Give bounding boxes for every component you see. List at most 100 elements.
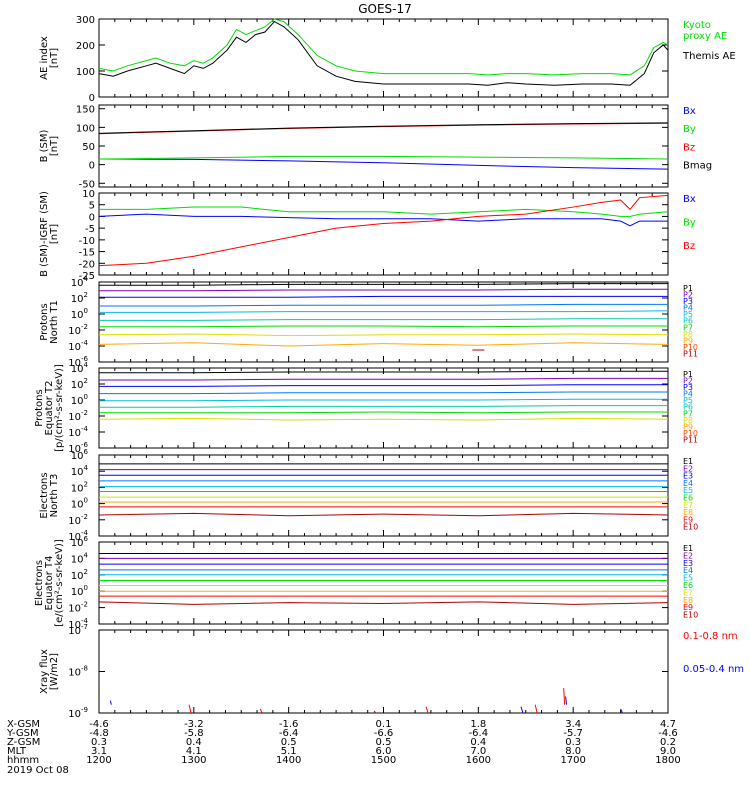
footer-value: -1.6 xyxy=(279,719,299,730)
legend-entry: P8 xyxy=(683,330,693,339)
xray-spike xyxy=(520,706,524,714)
panel-frame xyxy=(98,541,669,625)
panel-xray: 10-7 10-8 10-9 Xray flux [W/m2] 0.1-0.8 nm 0.0… xyxy=(39,623,744,720)
footer-value: 1700 xyxy=(560,755,585,766)
y-tick-label: 100 xyxy=(71,497,88,511)
legend-entry: Themis AE xyxy=(682,51,736,62)
legend-entry: P1 xyxy=(683,284,693,293)
panel-frame xyxy=(98,629,669,714)
legend-entry: Kyoto xyxy=(683,20,711,31)
y-tick-label: 10-4 xyxy=(68,425,88,439)
legend-entry: E9 xyxy=(683,603,693,612)
level-line xyxy=(99,377,668,381)
footer-value: 3.1 xyxy=(91,746,107,757)
legend-entry: P4 xyxy=(683,390,693,399)
y-tick-label: 106 xyxy=(71,535,89,549)
legend-entry: P1 xyxy=(683,370,693,379)
footer-value: 1200 xyxy=(86,755,111,766)
footer-value: 1800 xyxy=(655,755,680,766)
footer-value: 0.4 xyxy=(470,737,486,748)
y-axis-label: Equator T4 xyxy=(44,556,55,611)
footer-value: 0.5 xyxy=(376,737,392,748)
legend-entry: E5 xyxy=(683,486,693,495)
legend-entry: P3 xyxy=(683,383,693,392)
level-line xyxy=(99,405,668,408)
y-tick-label: 104 xyxy=(71,551,89,565)
footer-value: 9.0 xyxy=(660,746,676,757)
xray-spike xyxy=(425,706,429,714)
figure-title: GOES-17 xyxy=(358,2,412,16)
legend-entry: E8 xyxy=(683,596,693,605)
panel-bsm: -50 0 50 100 150 B (SM) [nT] Bx By Bz Bmag xyxy=(39,104,712,190)
footer-value: -6.4 xyxy=(279,728,299,739)
y-tick-label: 102 xyxy=(71,568,88,582)
footer-row-label: hhmm xyxy=(7,755,39,766)
legend-entry: P5 xyxy=(683,310,693,319)
legend-entry: E6 xyxy=(683,581,693,590)
y-tick-label: -25 xyxy=(79,271,95,282)
legend-entry: P9 xyxy=(683,422,693,431)
series-line xyxy=(99,206,669,217)
y-tick-exponent: 4 xyxy=(84,464,89,472)
legend-entry: P7 xyxy=(683,409,693,418)
y-axis-label: Electrons xyxy=(34,560,45,606)
legend-entry: E2 xyxy=(683,464,693,473)
y-tick-label: 102 xyxy=(71,377,88,391)
legend-entry: E6 xyxy=(683,494,693,503)
footer-value: -6.6 xyxy=(374,728,394,739)
panel-frame xyxy=(98,281,669,363)
y-tick-label: 100 xyxy=(76,123,95,134)
legend-entry: Bz xyxy=(683,241,695,252)
y-tick-exponent: -2 xyxy=(81,513,88,521)
footer-value: 0.4 xyxy=(186,737,202,748)
legend-entry: P8 xyxy=(683,416,693,425)
footer-value: -6.4 xyxy=(469,728,489,739)
footer-value: -5.8 xyxy=(184,728,204,739)
y-tick-exponent: 0 xyxy=(84,584,88,592)
xray-spike xyxy=(620,708,623,714)
y-tick-exponent: 0 xyxy=(84,393,88,401)
series-line xyxy=(98,158,669,170)
y-tick-label: 10 xyxy=(82,189,95,200)
legend-entry: E7 xyxy=(683,588,693,597)
footer-value: 0.3 xyxy=(91,737,107,748)
y-tick-exponent: 4 xyxy=(84,551,89,559)
y-tick-exponent: 2 xyxy=(84,480,88,488)
legend-entry: 0.05-0.4 nm xyxy=(683,664,744,675)
series-line xyxy=(98,194,669,267)
y-tick-label: 104 xyxy=(71,275,89,289)
level-line xyxy=(99,303,668,307)
y-tick-exponent: -2 xyxy=(81,323,88,331)
footer-value: 1300 xyxy=(181,755,206,766)
y-tick-exponent: -4 xyxy=(81,617,89,625)
legend-entry: P2 xyxy=(683,291,693,300)
y-tick-exponent: -9 xyxy=(81,706,88,714)
footer-value: 0.2 xyxy=(660,737,676,748)
footer-value: 8.0 xyxy=(565,746,581,757)
y-tick-label: 10-2 xyxy=(68,323,88,337)
level-line xyxy=(99,325,668,328)
footer-value: 4.1 xyxy=(186,746,202,757)
y-axis-label: [nT] xyxy=(49,136,60,156)
legend-entry: E3 xyxy=(683,472,693,481)
legend-entry: P10 xyxy=(683,429,698,438)
y-tick-label: 10-2 xyxy=(68,601,88,615)
level-line xyxy=(98,333,669,337)
y-axis-label: [p/(cm²-s-sr-keV)] xyxy=(54,364,65,452)
legend-entry: P6 xyxy=(683,317,693,326)
footer-value: 0.3 xyxy=(565,737,581,748)
y-tick-exponent: -8 xyxy=(81,665,88,673)
xray-spike xyxy=(565,696,568,705)
y-tick-label: 100 xyxy=(71,307,88,321)
y-tick-exponent: 0 xyxy=(84,307,88,315)
y-tick-label: -50 xyxy=(79,179,95,190)
y-tick-label: 104 xyxy=(71,464,89,478)
footer-value: 0.5 xyxy=(281,737,297,748)
y-tick-label: 100 xyxy=(71,584,88,598)
footer-value: 4.7 xyxy=(660,719,676,730)
series-line xyxy=(98,155,669,160)
y-tick-label: 102 xyxy=(71,291,88,305)
